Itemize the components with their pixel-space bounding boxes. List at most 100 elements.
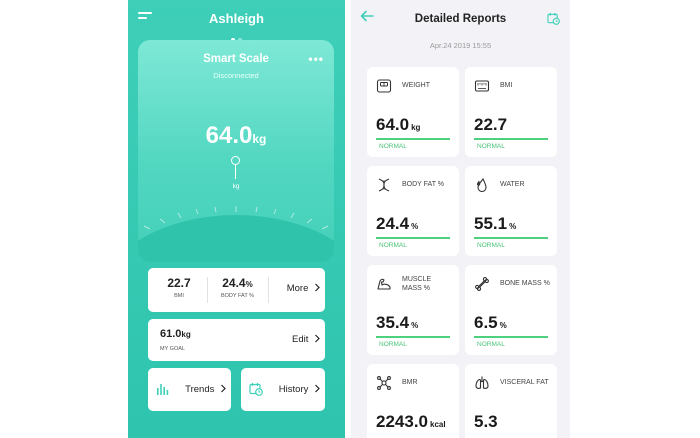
bodyfat-value: 24.4: [222, 276, 246, 290]
value-unit: %: [509, 222, 517, 231]
value-number: 55.1: [474, 214, 508, 233]
metric-card-bmi[interactable]: BMI 22.7 NORMAL: [465, 67, 557, 157]
metric-value: 2243.0 kcal: [376, 412, 446, 432]
metric-card-muscle-mass[interactable]: MUSCLE MASS % 35.4% NORMAL: [367, 265, 459, 355]
scale-icon: [376, 79, 392, 93]
metric-name-line1: MUSCLE: [402, 276, 432, 283]
metric-name: BMI: [500, 82, 513, 89]
value-number: 24.4: [376, 214, 410, 233]
status-bar: [474, 138, 548, 140]
metric-card-bone-mass[interactable]: BONE MASS % 6.5% NORMAL: [465, 265, 557, 355]
trends-button[interactable]: Trends: [148, 368, 231, 411]
bone-icon: [475, 277, 489, 291]
chevron-right-icon: [221, 384, 226, 393]
value-number: 64.0: [376, 115, 410, 134]
metric-card-visceral-fat[interactable]: VISCERAL FAT 5.3: [465, 364, 557, 438]
stats-card: 22.7 BMI 24.4% BODY FAT % More: [148, 268, 325, 312]
metric-value: 64.0 kg: [376, 115, 420, 135]
metric-status: NORMAL: [379, 143, 407, 150]
value-number: 2243.0: [376, 412, 428, 431]
connection-status: Disconnected: [213, 71, 259, 80]
bodyfat-stat: 24.4% BODY FAT %: [210, 276, 265, 299]
calendar-clock-icon[interactable]: [547, 12, 560, 25]
bmi-label: BMI: [174, 293, 184, 299]
bmi-stat: 22.7 BMI: [154, 276, 204, 299]
value-number: 5.3: [474, 412, 498, 431]
bmi-value: 22.7: [167, 276, 191, 290]
bodyfat-unit: %: [245, 280, 253, 289]
back-arrow-icon[interactable]: [360, 9, 374, 23]
molecule-icon: [377, 376, 391, 390]
more-dots-icon[interactable]: •••: [308, 52, 324, 66]
value-unit: %: [499, 321, 507, 330]
metric-status: NORMAL: [477, 143, 505, 150]
metric-name-line2: MASS %: [402, 285, 431, 292]
metric-card-weight[interactable]: WEIGHT 64.0 kg NORMAL: [367, 67, 459, 157]
bmi-icon: [474, 80, 490, 92]
menu-icon[interactable]: [138, 12, 152, 22]
weight-value: 64.0: [205, 122, 253, 149]
goal-weight: 61.0kg: [160, 328, 191, 340]
metric-name: BONE MASS %: [500, 280, 550, 287]
metric-value: 35.4%: [376, 313, 418, 333]
metric-status: NORMAL: [477, 242, 505, 249]
dial-pointer-line: [235, 165, 236, 179]
more-label: More: [286, 283, 309, 294]
page-title: Detailed Reports: [414, 13, 507, 25]
scale-card: Smart Scale ••• Disconnected 64.0kg kg: [138, 40, 334, 262]
goal-card[interactable]: 61.0kg MY GOAL Edit: [148, 319, 325, 361]
value-number: 35.4: [376, 313, 410, 332]
more-button[interactable]: More: [287, 283, 321, 294]
metric-value: 5.3: [474, 412, 500, 432]
metric-name: MUSCLE MASS %: [402, 275, 431, 293]
value-number: 22.7: [474, 115, 508, 134]
edit-label: Edit: [291, 334, 309, 345]
trends-label: Trends: [185, 384, 227, 395]
divider: [207, 277, 208, 303]
edit-goal-button[interactable]: Edit: [292, 334, 321, 345]
status-bar: [376, 336, 450, 338]
status-bar: [474, 237, 548, 239]
calendar-clock-icon: [249, 383, 263, 396]
metric-value: 6.5%: [474, 313, 507, 333]
goal-label: MY GOAL: [160, 346, 185, 352]
metric-value: 24.4%: [376, 214, 418, 234]
status-bar: [474, 336, 548, 338]
history-text: History: [278, 384, 309, 395]
metric-status: NORMAL: [379, 341, 407, 348]
water-drop-icon: [477, 178, 487, 193]
value-unit: %: [411, 222, 419, 231]
detailed-reports-screen: Detailed Reports Apr.24 2019 15:55 WEIGH…: [351, 0, 570, 438]
dial-pointer: [231, 156, 240, 165]
metric-card-water[interactable]: WATER 55.1% NORMAL: [465, 166, 557, 256]
current-weight: 64.0kg: [138, 122, 334, 150]
metric-card-body-fat[interactable]: BODY FAT % 24.4% NORMAL: [367, 166, 459, 256]
metric-name: BODY FAT %: [402, 181, 445, 188]
value-unit: %: [411, 321, 419, 330]
weight-unit: kg: [252, 132, 267, 146]
history-button[interactable]: History: [241, 368, 325, 411]
scale-title: Smart Scale: [203, 53, 269, 65]
metric-name: WEIGHT: [402, 82, 430, 89]
metric-card-bmr[interactable]: BMR 2243.0 kcal: [367, 364, 459, 438]
metric-status: NORMAL: [379, 242, 407, 249]
pointer-unit: kg: [232, 183, 240, 190]
chevron-right-icon: [315, 334, 320, 343]
dna-icon: [378, 178, 390, 192]
metric-value: 22.7: [474, 115, 509, 135]
report-date: Apr.24 2019 15:55: [429, 41, 492, 50]
user-name[interactable]: Ashleigh: [209, 11, 264, 26]
home-screen: Ashleigh Smart Scale: [128, 0, 345, 438]
bar-chart-icon: [157, 384, 169, 395]
metric-status: NORMAL: [477, 341, 505, 348]
metric-name: VISCERAL FAT: [500, 379, 549, 386]
value-unit: kcal: [430, 420, 446, 429]
goal-value: 61.0: [160, 328, 182, 340]
value-unit: kg: [411, 123, 421, 132]
metric-name: WATER: [500, 181, 525, 188]
muscle-arm-icon: [377, 278, 391, 290]
status-bar: [376, 237, 450, 239]
metric-value: 55.1%: [474, 214, 516, 234]
status-bar: [376, 138, 450, 140]
